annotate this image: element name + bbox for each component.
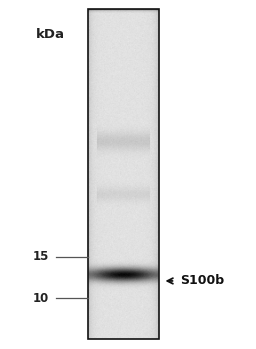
Text: 15: 15 [32, 250, 49, 263]
Text: kDa: kDa [36, 28, 65, 42]
Text: S100b: S100b [180, 274, 225, 288]
Text: 10: 10 [33, 292, 49, 305]
